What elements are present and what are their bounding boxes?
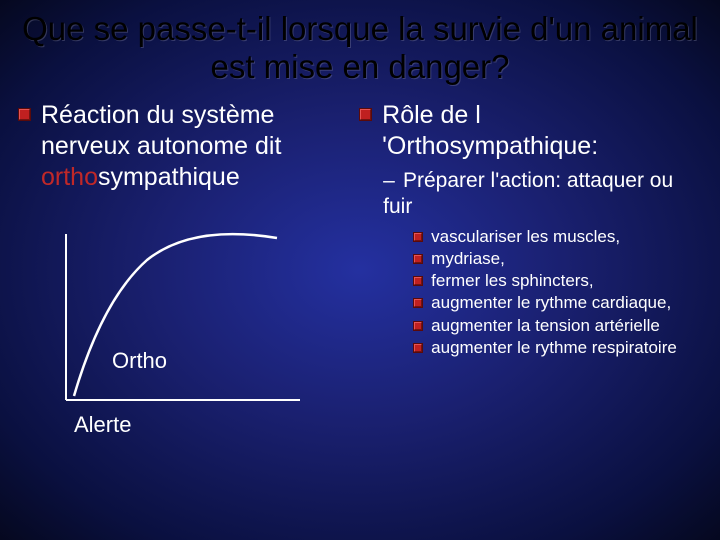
content-columns: Réaction du système nerveux autonome dit… bbox=[0, 100, 720, 530]
square-bullet-icon bbox=[413, 254, 423, 264]
ortho-chart: Ortho Alerte bbox=[52, 230, 302, 440]
square-bullet-icon bbox=[413, 343, 423, 353]
square-bullet-icon bbox=[413, 276, 423, 286]
left-bullet-text: Réaction du système nerveux autonome dit… bbox=[41, 100, 343, 194]
lvl3-text: augmenter le rythme cardiaque, bbox=[431, 292, 671, 313]
right-lvl1-row: Rôle de l 'Orthosympathique: bbox=[359, 100, 702, 163]
list-item: augmenter le rythme cardiaque, bbox=[413, 292, 702, 313]
dash-icon: – bbox=[383, 168, 397, 194]
left-bullet-row: Réaction du système nerveux autonome dit… bbox=[18, 100, 343, 194]
square-bullet-icon bbox=[359, 108, 372, 121]
list-item: vasculariser les muscles, bbox=[413, 226, 702, 247]
left-text-suffix: sympathique bbox=[98, 163, 240, 191]
chart-label-ortho: Ortho bbox=[112, 348, 167, 374]
square-bullet-icon bbox=[413, 298, 423, 308]
right-lvl2-content: Préparer l'action: attaquer ou fuir bbox=[383, 169, 673, 218]
right-lvl3-list: vasculariser les muscles, mydriase, ferm… bbox=[413, 226, 702, 359]
square-bullet-icon bbox=[18, 108, 31, 121]
right-lvl2-text: – Préparer l'action: attaquer ou fuir bbox=[383, 168, 702, 219]
square-bullet-icon bbox=[413, 321, 423, 331]
list-item: mydriase, bbox=[413, 248, 702, 269]
square-bullet-icon bbox=[413, 232, 423, 242]
left-column: Réaction du système nerveux autonome dit… bbox=[18, 100, 353, 530]
lvl3-text: fermer les sphincters, bbox=[431, 270, 594, 291]
ortho-curve bbox=[74, 234, 277, 396]
chart-label-alerte: Alerte bbox=[74, 412, 131, 438]
list-item: augmenter le rythme respiratoire bbox=[413, 337, 702, 358]
chart-svg bbox=[52, 230, 302, 410]
lvl3-text: vasculariser les muscles, bbox=[431, 226, 620, 247]
right-column: Rôle de l 'Orthosympathique: – Préparer … bbox=[353, 100, 702, 530]
list-item: fermer les sphincters, bbox=[413, 270, 702, 291]
lvl3-text: mydriase, bbox=[431, 248, 505, 269]
left-text-prefix: Réaction du système nerveux autonome dit bbox=[41, 101, 281, 160]
lvl3-text: augmenter le rythme respiratoire bbox=[431, 337, 677, 358]
left-text-ortho: ortho bbox=[41, 163, 98, 191]
list-item: augmenter la tension artérielle bbox=[413, 315, 702, 336]
lvl3-text: augmenter la tension artérielle bbox=[431, 315, 660, 336]
slide-title: Que se passe-t-il lorsque la survie d'un… bbox=[0, 0, 720, 100]
right-lvl1-text: Rôle de l 'Orthosympathique: bbox=[382, 100, 702, 163]
